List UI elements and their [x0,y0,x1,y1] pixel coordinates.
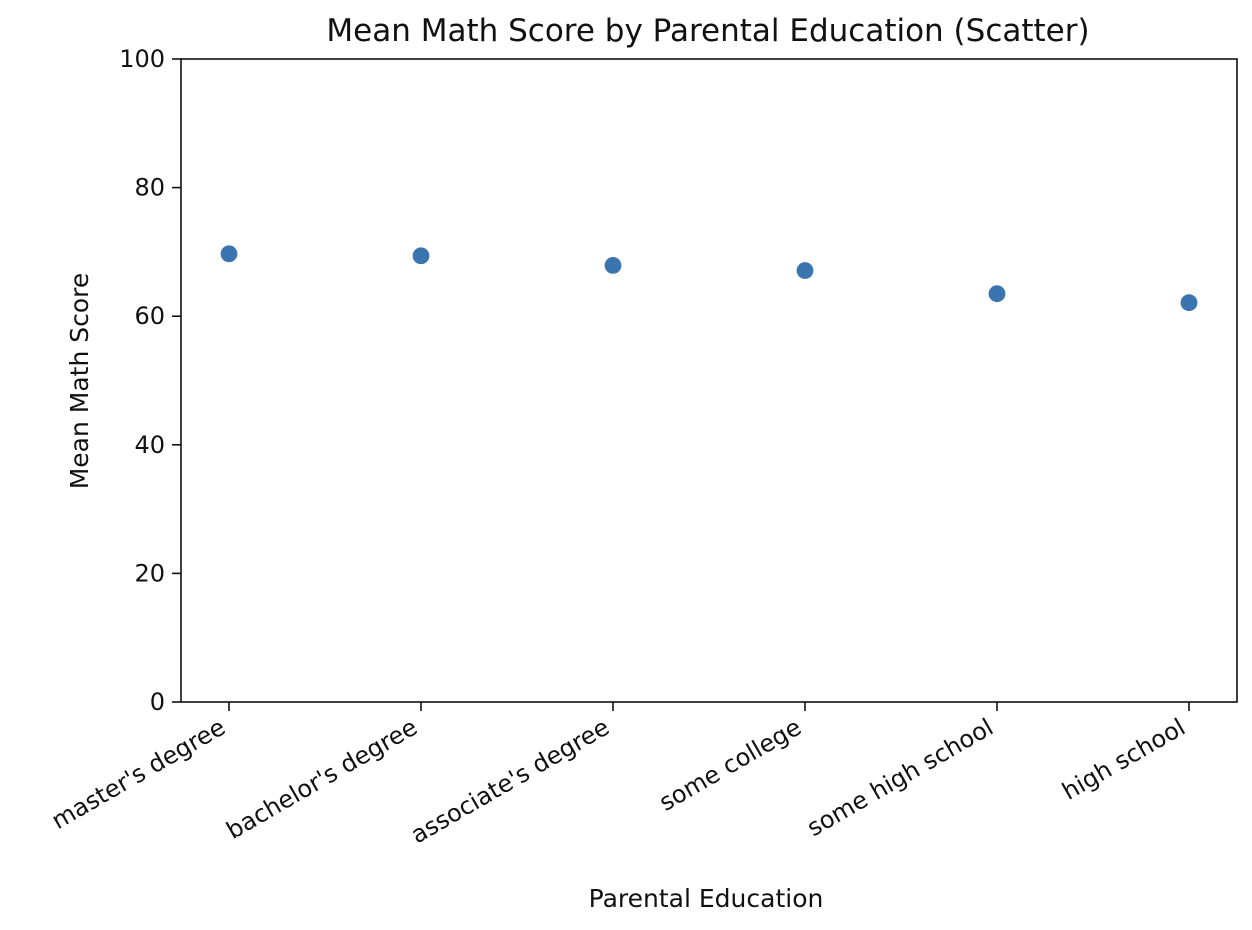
axes-frame [180,58,1238,703]
data-point [795,260,815,281]
data-point [603,255,623,276]
y-tick-label: 0 [150,688,165,716]
y-axis: 0 20 40 60 80 100 [119,45,181,716]
data-point [987,284,1007,304]
y-tick-label: 80 [134,174,165,202]
data-point [219,244,239,264]
chart-title: Mean Math Score by Parental Education (S… [326,13,1089,49]
y-tick-label: 40 [134,431,165,459]
y-tick-label: 100 [119,45,165,73]
y-tick-label: 60 [134,302,165,330]
plot-area [180,58,1238,703]
x-tick-label: associate's degree [406,713,614,849]
x-axis-label: Parental Education [589,884,824,913]
x-tick-label: some college [654,713,806,817]
x-tick-label: master's degree [47,713,230,835]
x-tick-label: bachelor's degree [222,713,422,845]
x-tick-label: some high school [802,713,998,842]
data-point [1179,293,1199,313]
data-point [411,246,431,266]
y-tick-label: 20 [134,559,165,587]
y-axis-label: Mean Math Score [65,273,94,490]
data-points [219,244,1199,313]
x-tick-label: high school [1057,713,1190,806]
